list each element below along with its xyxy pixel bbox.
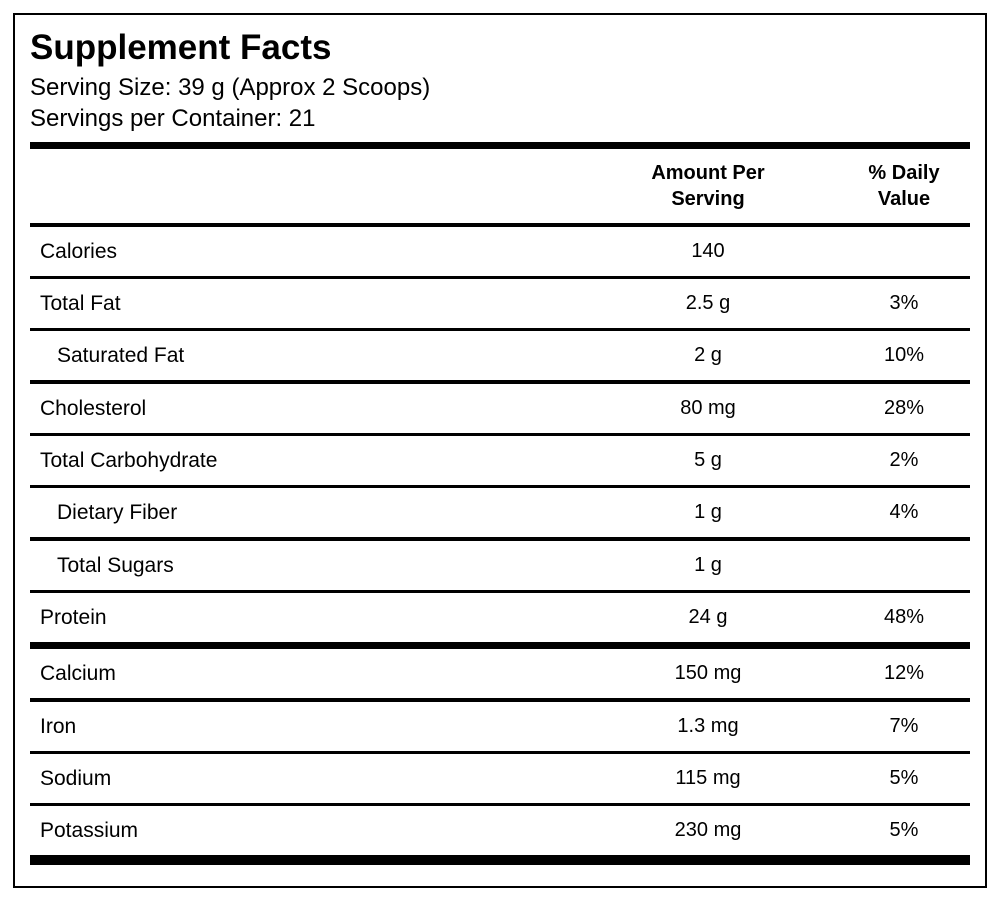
nutrient-amount: 24 g (688, 606, 728, 629)
table-row-total-sugars: Total Sugars 1 g (30, 537, 970, 590)
table-row-sodium: Sodium 115 mg 5% (30, 751, 970, 803)
supplement-facts-label: Supplement Facts Serving Size: 39 g (App… (13, 13, 987, 889)
nutrient-daily-value: 12% (883, 662, 925, 685)
nutrient-name: Sodium (40, 766, 112, 790)
nutrient-name: Total Sugars (57, 553, 174, 577)
nutrient-daily-value: 48% (883, 606, 925, 629)
label-title: Supplement Facts (30, 28, 332, 67)
nutrient-name: Saturated Fat (57, 343, 185, 367)
nutrient-daily-value: 10% (883, 344, 925, 367)
nutrient-daily-value: 3% (889, 292, 919, 315)
nutrient-amount: 230 mg (674, 819, 742, 842)
serving-size-text: Serving Size: 39 g (Approx 2 Scoops) (30, 74, 431, 102)
nutrient-name: Calcium (40, 661, 116, 685)
table-row-calories: Calories 140 (30, 227, 970, 276)
nutrient-amount: 80 mg (680, 397, 736, 420)
nutrient-daily-value: 28% (883, 397, 925, 420)
table-row-protein: Protein 24 g 48% (30, 590, 970, 642)
column-header-amount-per-serving: Amount Per Serving (651, 162, 765, 211)
nutrient-amount: 2 g (694, 344, 722, 367)
nutrient-daily-value: 4% (889, 501, 919, 524)
table-row-saturated-fat: Saturated Fat 2 g 10% (30, 328, 970, 380)
table-row-calcium: Calcium 150 mg 12% (30, 642, 970, 698)
nutrient-daily-value: 2% (889, 449, 919, 472)
nutrient-daily-value: 5% (889, 819, 919, 842)
nutrient-amount: 2.5 g (685, 292, 731, 315)
table-row-dietary-fiber: Dietary Fiber 1 g 4% (30, 485, 970, 537)
nutrient-amount: 1 g (694, 554, 722, 577)
nutrient-daily-value: 5% (889, 767, 919, 790)
nutrient-name: Iron (40, 714, 77, 738)
nutrient-name: Cholesterol (40, 396, 147, 420)
nutrient-amount: 1.3 mg (677, 715, 739, 738)
nutrient-name: Calories (40, 239, 118, 263)
nutrient-amount: 1 g (694, 501, 722, 524)
table-row-iron: Iron 1.3 mg 7% (30, 698, 970, 751)
nutrient-name: Total Fat (40, 291, 121, 315)
nutrient-amount: 140 (691, 240, 725, 263)
table-row-potassium: Potassium 230 mg 5% (30, 803, 970, 855)
servings-per-container-text: Servings per Container: 21 (30, 105, 316, 133)
bottom-divider-bar (30, 855, 970, 866)
nutrient-name: Dietary Fiber (57, 500, 178, 524)
table-header-row: Amount Per Serving % Daily Value (30, 149, 970, 228)
table-row-cholesterol: Cholesterol 80 mg 28% (30, 380, 970, 433)
header-divider-bar (30, 142, 970, 150)
nutrient-amount: 115 mg (675, 767, 741, 790)
nutrient-daily-value: 7% (889, 715, 919, 738)
nutrient-name: Total Carbohydrate (40, 448, 218, 472)
nutrient-amount: 5 g (694, 449, 722, 472)
label-header: Supplement Facts Serving Size: 39 g (App… (30, 28, 970, 134)
table-row-total-carbohydrate: Total Carbohydrate 5 g 2% (30, 433, 970, 485)
nutrient-name: Protein (40, 605, 107, 629)
column-header-daily-value: % Daily Value (868, 162, 940, 211)
nutrient-name: Potassium (40, 818, 139, 842)
table-row-total-fat: Total Fat 2.5 g 3% (30, 276, 970, 328)
nutrient-amount: 150 mg (674, 662, 742, 685)
